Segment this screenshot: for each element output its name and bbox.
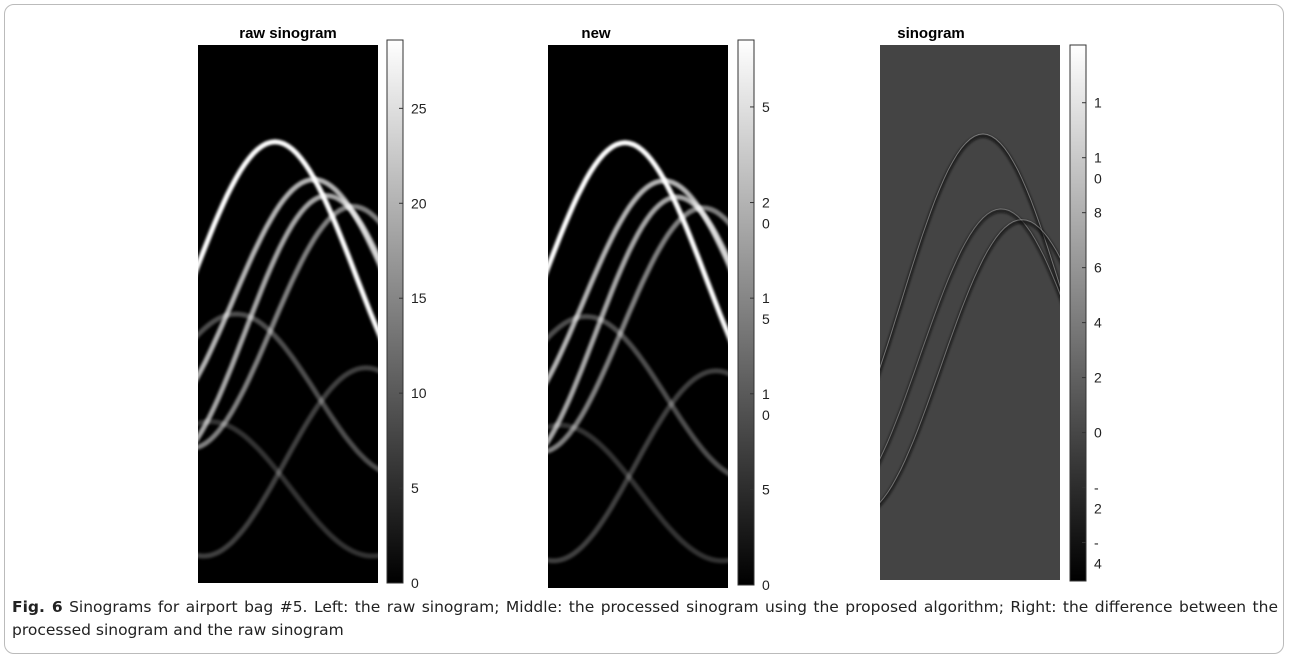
label-line: 1 <box>762 386 770 402</box>
trace <box>548 140 728 341</box>
trace <box>880 209 1060 465</box>
colorbar <box>386 39 404 584</box>
figure-frame <box>4 4 1284 654</box>
trace <box>198 203 378 450</box>
colorbar <box>737 39 755 586</box>
colorbar-tick-label: 5 <box>762 481 770 497</box>
trace <box>198 193 378 442</box>
trace <box>548 205 728 454</box>
label-line: 4 <box>1094 556 1102 572</box>
label-line: 0 <box>762 407 770 423</box>
colorbar-tick-label: 15 <box>411 290 427 306</box>
trace <box>198 139 378 338</box>
trace <box>880 220 1060 507</box>
label-line: - <box>1094 535 1099 551</box>
colorbar-tick-label: 0 <box>411 575 419 591</box>
colorbar-tick-label: 0 <box>762 577 770 593</box>
label-line: 1 <box>1094 150 1102 166</box>
label-line: 0 <box>762 216 770 232</box>
panel-title: sinogram <box>897 25 965 42</box>
colorbar-tick-label: 8 <box>1094 205 1102 221</box>
label-line: 2 <box>1094 501 1102 517</box>
sinogram-traces <box>548 140 728 564</box>
caption: Fig. 6 Sinograms for airport bag #5. Lef… <box>12 596 1278 642</box>
colorbar-tick-label: 1 <box>1094 95 1102 111</box>
sinogram-traces <box>198 139 378 559</box>
trace <box>548 194 728 446</box>
colorbar-tick-label: -4 <box>1094 535 1102 572</box>
trace <box>548 313 728 476</box>
trace <box>880 134 1060 375</box>
label-line: 2 <box>762 195 770 211</box>
sinogram-traces <box>880 133 1060 507</box>
label-line: - <box>1094 480 1099 496</box>
panel-title: new <box>581 25 611 42</box>
colorbar-tick-label: 0 <box>1094 425 1102 441</box>
trace-edge <box>880 133 1060 369</box>
panel-title: raw sinogram <box>239 25 337 42</box>
colorbar-tick-label: 25 <box>411 100 427 116</box>
colorbar-tick-label: 10 <box>411 385 427 401</box>
trace-edge <box>880 208 1060 460</box>
trace <box>198 365 378 559</box>
colorbar <box>1069 44 1087 582</box>
label-line: 1 <box>762 290 770 306</box>
caption-label: Fig. 6 <box>12 598 63 616</box>
trace <box>198 419 378 559</box>
colorbar-tick-label: -2 <box>1094 480 1102 517</box>
colorbar-tick-label: 6 <box>1094 260 1102 276</box>
colorbar-tick-label: 5 <box>762 99 770 115</box>
sinogram-image <box>880 45 1060 580</box>
label-line: 5 <box>762 311 770 327</box>
colorbar-tick-label: 20 <box>411 195 427 211</box>
label-line: 0 <box>1094 171 1102 187</box>
colorbar-tick-label: 4 <box>1094 315 1102 331</box>
colorbar-tick-label: 5 <box>411 480 419 496</box>
trace-edge <box>880 219 1060 504</box>
trace <box>198 311 378 473</box>
caption-text: Sinograms for airport bag #5. Left: the … <box>12 598 1278 639</box>
trace <box>548 422 728 564</box>
trace <box>548 368 728 564</box>
colorbar-tick-label: 2 <box>1094 370 1102 386</box>
